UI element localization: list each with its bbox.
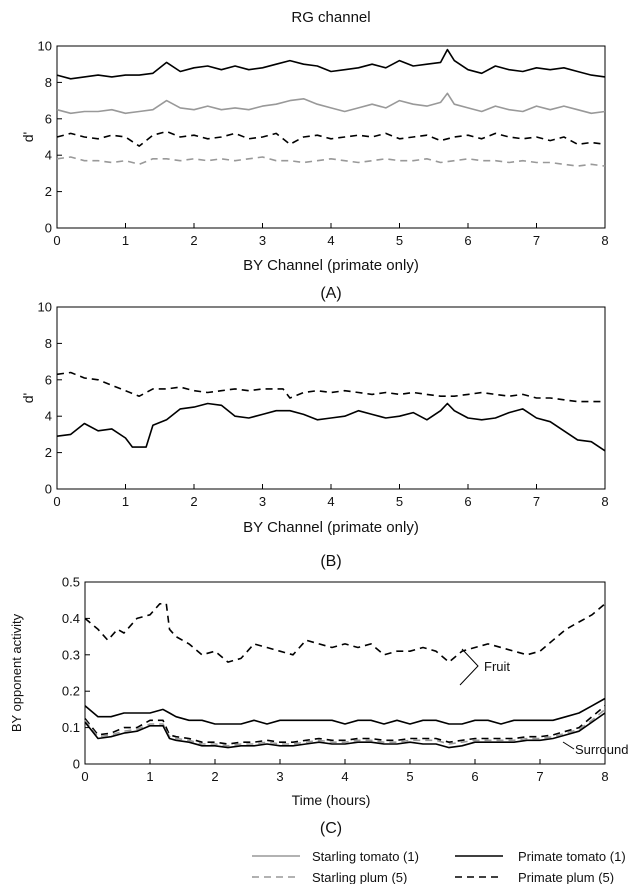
x-tick-label: 7 [533,494,540,509]
series-line-primate-plum-5 [56,371,605,403]
x-tick-label: 3 [259,233,266,248]
y-tick-label: 2 [45,184,52,199]
series-line-starling-tomato-1 [56,92,606,115]
y-tick-label: 8 [45,75,52,90]
panel-b: 0 2 4 6 8 10 0 1 2 3 4 5 6 7 8 d' BY Channel (primate… [20,300,609,571]
y-axis-label: BY opponent activity [9,613,24,732]
x-tick-label: 1 [146,769,153,784]
series-lines [56,371,606,452]
x-tick-label: 1 [122,494,129,509]
series-line-primate-tomato-1 [84,712,606,749]
x-axis-label: Time (hours) [292,792,371,808]
x-tick-label: 4 [341,769,348,784]
x-tick-label: 0 [53,233,60,248]
y-tick-label: 6 [45,111,52,126]
x-tick-label: 6 [464,494,471,509]
series-lines [56,48,606,167]
x-tick-label: 6 [471,769,478,784]
x-tick-label: 0 [81,769,88,784]
series-line-starling-plum-5 [56,156,606,167]
y-tick-label: 10 [38,39,52,54]
y-tick-label: 4 [45,409,52,424]
series-line-primate-plum-5 [56,130,606,147]
x-tick-label: 5 [406,769,413,784]
plot-frame [56,45,606,229]
plot-frame [84,581,606,765]
fruit-annotation: Fruit [484,659,510,674]
x-tick-label: 3 [276,769,283,784]
x-tick-label: 8 [601,494,608,509]
chart-title: RG channel [291,9,370,26]
x-tick-label: 5 [396,494,403,509]
x-tick-label: 0 [53,494,60,509]
x-tick-label: 5 [396,233,403,248]
y-axis-label: d' [20,132,36,142]
y-axis-label: d' [20,393,36,403]
panel-label: (A) [320,285,341,302]
x-tick-label: 7 [536,769,543,784]
x-tick-label: 1 [122,233,129,248]
y-axis-ticks: 0 2 4 6 8 10 [38,39,62,236]
x-axis-label: BY Channel (primate only) [243,519,419,536]
y-tick-label: 0.5 [62,575,80,590]
y-tick-label: 0.4 [62,611,80,626]
y-tick-label: 8 [45,336,52,351]
x-tick-label: 6 [464,233,471,248]
x-tick-label: 3 [259,494,266,509]
panel-c-by-opponent-activity: 0 0.1 0.2 0.3 0.4 0.5 0 1 2 3 4 5 6 7 8 BY opponent a… [9,575,628,838]
x-tick-label: 8 [601,233,608,248]
x-tick-label: 2 [211,769,218,784]
x-axis-ticks: 0 1 2 3 4 5 6 7 8 [53,223,609,248]
y-tick-label: 4 [45,148,52,163]
x-axis-label: BY Channel (primate only) [243,257,419,274]
x-axis-ticks: 0 1 2 3 4 5 6 7 8 [53,484,609,509]
series-line-primate-tomato-1 [56,48,606,80]
y-tick-label: 0.3 [62,647,80,662]
legend-label-primate-plum: Primate plum (5) [518,870,614,884]
series-line-primate-tomato-1 [84,697,606,725]
x-tick-label: 8 [601,769,608,784]
x-tick-label: 7 [533,233,540,248]
y-axis-ticks: 0 0.1 0.2 0.3 0.4 0.5 [62,575,90,772]
series-line-primate-plum-5 [84,705,606,745]
surround-annotation-leader [562,741,575,750]
series-line-primate-plum-5 [84,602,606,663]
y-tick-label: 0.1 [62,720,80,735]
y-tick-label: 0 [45,221,52,236]
x-tick-label: 4 [327,233,334,248]
x-tick-label: 2 [190,233,197,248]
y-tick-label: 0.2 [62,684,80,699]
legend: Starling tomato (1) Primate tomato (1) S… [252,849,626,884]
x-axis-ticks: 0 1 2 3 4 5 6 7 8 [81,759,609,784]
panel-a-rg-channel: RG channel 0 2 4 6 8 10 0 1 2 3 4 5 6 7 8 d' BY Chann… [20,9,609,302]
y-tick-label: 0 [45,482,52,497]
legend-label-primate-tomato: Primate tomato (1) [518,849,626,864]
y-tick-label: 10 [38,300,52,315]
x-tick-label: 4 [327,494,334,509]
series-line-primate-tomato-1 [56,402,606,452]
legend-label-starling-tomato: Starling tomato (1) [312,849,419,864]
y-tick-label: 2 [45,445,52,460]
surround-annotation: Surround [575,742,628,757]
panel-label: (B) [320,553,341,570]
fruit-annotation-leader [459,648,479,686]
y-tick-label: 0 [73,757,80,772]
y-tick-label: 6 [45,372,52,387]
series-line-starling-plum-5 [84,708,606,747]
x-tick-label: 2 [190,494,197,509]
y-axis-ticks: 0 2 4 6 8 10 [38,300,62,497]
plot-frame [56,306,606,490]
series-lines [84,602,606,749]
legend-label-starling-plum: Starling plum (5) [312,870,407,884]
panel-label: (C) [320,820,342,837]
